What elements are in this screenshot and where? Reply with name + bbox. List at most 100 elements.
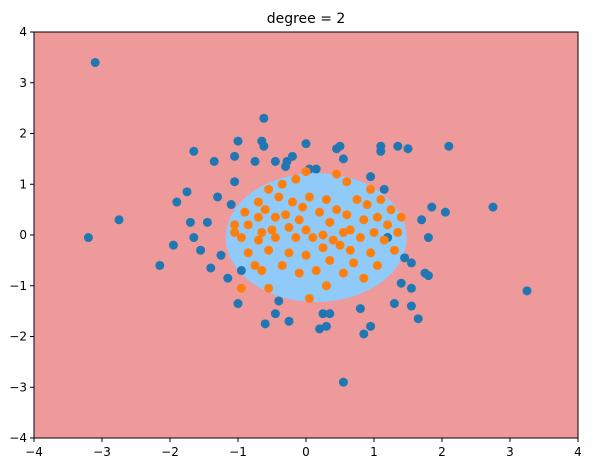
point-series-1	[206, 263, 216, 273]
point-series-2	[253, 197, 263, 207]
point-series-1	[230, 177, 240, 187]
point-series-1	[114, 215, 124, 225]
point-series-2	[352, 194, 362, 204]
x-tick-label: 1	[370, 445, 378, 459]
point-series-2	[325, 255, 335, 265]
x-tick-label: −4	[25, 445, 43, 459]
point-series-2	[253, 235, 263, 245]
point-series-2	[243, 220, 253, 230]
point-series-2	[342, 210, 352, 220]
x-tick-label: −3	[93, 445, 111, 459]
point-series-1	[185, 217, 195, 227]
point-series-2	[366, 248, 376, 258]
point-series-1	[400, 253, 410, 263]
point-series-1	[155, 260, 165, 270]
point-series-2	[230, 220, 240, 230]
point-series-2	[230, 227, 240, 237]
point-series-1	[488, 202, 498, 212]
y-tick-label: −4	[9, 431, 27, 445]
point-series-2	[291, 233, 301, 243]
point-series-1	[379, 184, 389, 194]
point-series-1	[284, 316, 294, 326]
point-series-2	[308, 233, 318, 243]
point-series-2	[267, 225, 277, 235]
point-series-1	[182, 187, 192, 197]
point-series-1	[216, 250, 226, 260]
point-series-2	[301, 225, 311, 235]
y-tick-label: 1	[19, 177, 27, 191]
point-series-2	[294, 268, 304, 278]
x-tick-label: 3	[506, 445, 514, 459]
point-series-1	[321, 321, 331, 331]
point-series-1	[444, 141, 454, 151]
point-series-1	[236, 266, 246, 276]
point-series-1	[366, 321, 376, 331]
point-series-1	[406, 258, 416, 268]
point-series-1	[233, 299, 243, 309]
point-series-2	[253, 212, 263, 222]
x-tick-label: 0	[302, 445, 310, 459]
point-series-1	[522, 286, 532, 296]
point-series-1	[168, 240, 178, 250]
point-series-1	[223, 273, 233, 283]
y-tick-label: 4	[19, 25, 27, 39]
point-series-2	[277, 260, 287, 270]
point-series-2	[332, 205, 342, 215]
x-tick-label: 4	[574, 445, 582, 459]
point-series-1	[83, 233, 93, 243]
x-tick-label: −2	[161, 445, 179, 459]
point-series-1	[389, 299, 399, 309]
point-series-1	[270, 309, 280, 319]
point-series-1	[301, 139, 311, 149]
point-series-2	[236, 233, 246, 243]
point-series-1	[172, 197, 182, 207]
point-series-2	[318, 230, 328, 240]
point-series-1	[338, 377, 348, 387]
point-series-2	[389, 245, 399, 255]
point-series-1	[311, 164, 321, 174]
point-series-2	[321, 194, 331, 204]
point-series-2	[260, 205, 270, 215]
y-tick-label: 3	[19, 76, 27, 90]
point-series-1	[270, 156, 280, 166]
point-series-2	[311, 266, 321, 276]
point-series-2	[277, 179, 287, 189]
point-series-1	[209, 156, 219, 166]
point-series-1	[233, 136, 243, 146]
point-series-2	[386, 205, 396, 215]
point-series-1	[287, 151, 297, 161]
point-series-1	[427, 202, 437, 212]
point-series-2	[376, 194, 386, 204]
point-series-2	[321, 281, 331, 291]
point-series-2	[328, 235, 338, 245]
point-series-1	[259, 113, 269, 123]
x-tick-label: −1	[229, 445, 247, 459]
point-series-2	[243, 248, 253, 258]
point-series-1	[355, 304, 365, 314]
x-tick-label: 2	[438, 445, 446, 459]
y-tick-label: 2	[19, 127, 27, 141]
point-series-2	[257, 266, 267, 276]
point-series-1	[259, 141, 269, 151]
point-series-2	[250, 260, 260, 270]
point-series-1	[90, 57, 100, 67]
point-series-2	[372, 260, 382, 270]
y-tick-label: 0	[19, 228, 27, 242]
point-series-2	[301, 250, 311, 260]
point-series-2	[318, 243, 328, 253]
point-series-2	[325, 217, 335, 227]
y-tick-label: −2	[9, 330, 27, 344]
point-series-2	[332, 169, 342, 179]
point-series-1	[396, 278, 406, 288]
y-tick-label: −1	[9, 279, 27, 293]
point-series-2	[379, 235, 389, 245]
point-series-1	[423, 271, 433, 281]
point-series-1	[423, 233, 433, 243]
point-series-2	[257, 227, 267, 237]
point-series-1	[315, 324, 325, 334]
point-series-1	[440, 207, 450, 217]
point-series-2	[298, 202, 308, 212]
point-series-2	[281, 210, 291, 220]
point-series-2	[359, 215, 369, 225]
